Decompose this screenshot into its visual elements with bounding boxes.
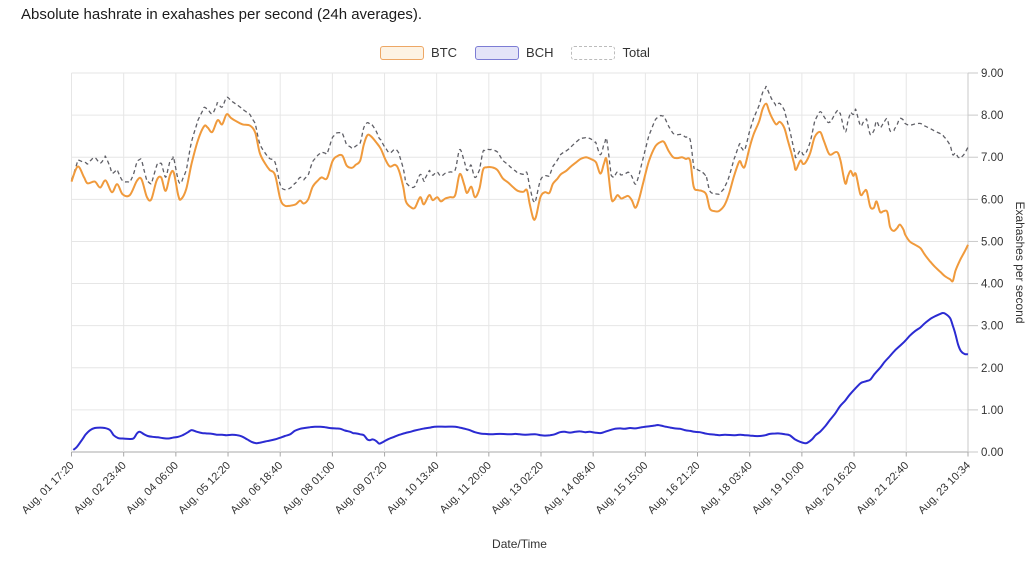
- legend-item-btc[interactable]: BTC: [380, 45, 457, 60]
- chart-title: Absolute hashrate in exahashes per secon…: [21, 6, 423, 23]
- x-tick-label: Aug, 10 13:40: [385, 460, 442, 517]
- x-tick-label: Aug, 05 12:20: [176, 460, 233, 517]
- legend-item-total[interactable]: Total: [571, 45, 650, 60]
- y-tick-label: 8.00: [981, 110, 1003, 122]
- x-tick-label: Aug, 01 17:20: [20, 460, 77, 517]
- x-tick-label: Aug, 15 15:00: [594, 460, 651, 517]
- y-tick-label: 3.00: [981, 321, 1003, 333]
- x-tick-label: Aug, 06 18:40: [228, 460, 285, 517]
- y-tick-label: 9.00: [981, 68, 1003, 80]
- x-tick-label: Aug, 08 01:00: [281, 460, 338, 517]
- x-tick-label: Aug, 21 22:40: [854, 460, 911, 517]
- x-tick-label: Aug, 23 10:34: [916, 460, 973, 517]
- total-swatch-icon: [571, 45, 616, 60]
- y-tick-label: 0.00: [981, 447, 1003, 459]
- x-tick-label: Aug, 09 07:20: [333, 460, 390, 517]
- x-tick-label: Aug, 20 16:20: [802, 460, 859, 517]
- legend-label-bch: BCH: [526, 45, 554, 60]
- bch-series-line: [72, 312, 969, 451]
- y-tick-label: 5.00: [981, 236, 1003, 248]
- x-tick-label: Aug, 16 21:20: [646, 460, 703, 517]
- x-tick-label: Aug, 14 08:40: [541, 460, 598, 517]
- legend-item-bch[interactable]: BCH: [475, 45, 553, 60]
- series-lines: [70, 85, 969, 451]
- x-axis-title: Date/Time: [492, 537, 547, 551]
- total-series-line: [70, 85, 969, 203]
- bch-swatch-icon: [475, 45, 520, 60]
- btc-swatch-icon: [380, 45, 425, 60]
- legend-label-total: Total: [622, 45, 650, 60]
- y-tick-label: 6.00: [981, 194, 1003, 206]
- x-tick-label: Aug, 11 20:00: [438, 460, 494, 516]
- y-tick-label: 7.00: [981, 152, 1003, 164]
- legend: BTC BCH Total: [0, 45, 1030, 60]
- axis-labels: 0.00 1.00 2.00 3.00 4.00 5.00 6.00 7.00 8.00 9.00…: [20, 68, 1027, 517]
- plot-grid: [71, 72, 969, 453]
- x-tick-label: Aug, 19 10:00: [750, 460, 807, 517]
- y-tick-label: 1.00: [981, 405, 1003, 417]
- btc-series-line: [70, 102, 969, 283]
- x-tick-label: Aug, 13 02:20: [489, 460, 546, 517]
- legend-label-btc: BTC: [431, 45, 458, 60]
- y-tick-label: 2.00: [981, 363, 1003, 375]
- x-tick-label: Aug, 02 23:40: [72, 460, 129, 517]
- x-tick-label: Aug, 04 06:00: [124, 460, 181, 517]
- x-tick-label: Aug, 18 03:40: [698, 460, 755, 517]
- axes: [71, 72, 978, 457]
- y-axis-title: Exahashes per second: [1013, 201, 1027, 323]
- y-tick-label: 4.00: [981, 279, 1003, 291]
